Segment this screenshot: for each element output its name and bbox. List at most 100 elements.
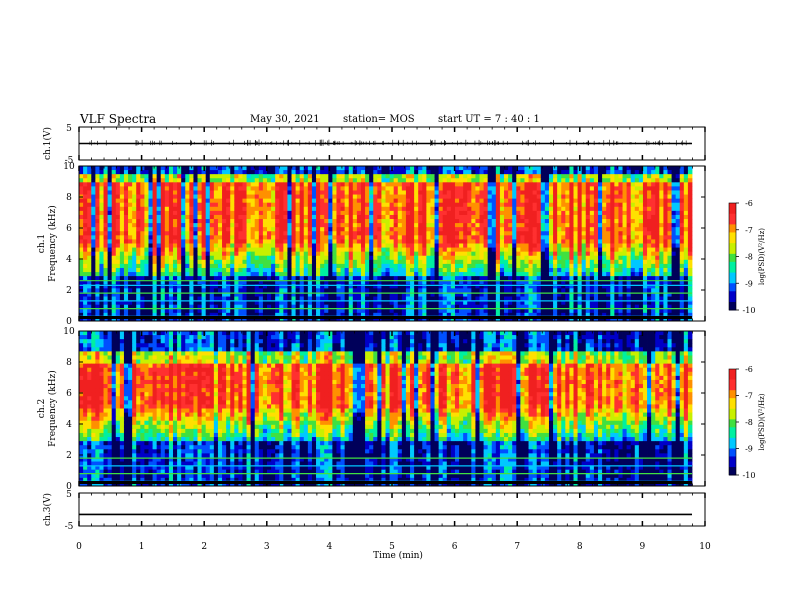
spectrogram-cell xyxy=(561,284,566,289)
spectrogram-cell xyxy=(234,186,239,191)
spectrogram-cell xyxy=(422,202,427,208)
spectrogram-cell xyxy=(581,247,587,253)
spectrogram-cell xyxy=(324,231,329,236)
spectrogram-cell xyxy=(655,182,660,187)
spectrogram-cell xyxy=(499,198,505,204)
spectrogram-cell xyxy=(569,267,574,273)
spectrogram-cell xyxy=(156,170,162,175)
spectrogram-cell xyxy=(234,280,239,285)
spectrogram-cell xyxy=(217,214,223,220)
spectrogram-cell xyxy=(499,292,505,297)
spectrogram-cell xyxy=(320,272,325,277)
spectrogram-cell xyxy=(111,210,117,216)
spectrogram-cell xyxy=(381,276,386,281)
spectrogram-cell xyxy=(512,288,517,293)
spectrogram-cell xyxy=(450,251,456,257)
spectrogram-cell xyxy=(577,251,583,257)
spectrogram-cell xyxy=(647,251,652,257)
spectrogram-cell xyxy=(250,280,256,285)
spectrogram-cell xyxy=(491,263,497,269)
spectrogram-cell xyxy=(561,292,566,297)
spectrogram-cell xyxy=(573,284,578,289)
spectrogram-cell xyxy=(459,182,464,187)
spectrogram-cell xyxy=(328,190,333,195)
spectrogram-cell xyxy=(95,276,100,281)
spectrogram-cell xyxy=(123,259,129,265)
spectrogram-cell xyxy=(369,223,374,228)
spectrogram-cell xyxy=(311,210,317,216)
spectrogram-cell xyxy=(242,288,247,293)
spectrogram-cell xyxy=(217,272,223,277)
spectrogram-cell xyxy=(516,182,521,187)
spectrogram-cell xyxy=(119,198,125,204)
spectrogram-cell xyxy=(679,190,685,195)
spectrogram-cell xyxy=(99,239,104,244)
spectrogram-cell xyxy=(168,272,174,277)
spectrogram-cell xyxy=(581,239,587,244)
spectrogram-cell xyxy=(181,194,186,200)
spectrogram-cell xyxy=(634,267,640,273)
spectrogram-cell xyxy=(581,292,587,297)
spectrogram-cell xyxy=(103,206,109,212)
spectrogram-cell xyxy=(504,166,509,171)
spectrogram-cell xyxy=(119,178,125,183)
spectrogram-cell xyxy=(136,251,141,257)
spectrogram-cell xyxy=(426,239,431,244)
spectrogram-cell xyxy=(659,263,664,269)
spectrogram-cell xyxy=(687,259,693,265)
spectrogram-cell xyxy=(283,243,288,248)
spectrogram-cell xyxy=(156,186,162,191)
spectrogram-cell xyxy=(332,247,337,253)
spectrogram-cell xyxy=(213,272,219,277)
spectrogram-cell xyxy=(557,231,562,236)
spectrogram-cell xyxy=(348,182,354,187)
spectrogram-cell xyxy=(414,263,419,269)
spectrogram-cell xyxy=(442,186,448,191)
spectrogram-cell xyxy=(193,239,198,244)
spectrogram-cell xyxy=(99,292,104,297)
spectrogram-cell xyxy=(463,182,468,187)
spectrogram-cell xyxy=(373,170,378,175)
spectrogram-cell xyxy=(128,194,133,200)
spectrogram-cell xyxy=(520,288,525,293)
spectrogram-cell xyxy=(630,186,636,191)
spectrogram-cell xyxy=(528,223,534,228)
spectrogram-cell xyxy=(679,288,685,293)
spectrogram-cell xyxy=(197,214,202,220)
spectrogram-cell xyxy=(356,284,362,289)
spectrogram-cell xyxy=(544,223,550,228)
spectrogram-cell xyxy=(442,267,448,273)
spectrogram-cell xyxy=(389,239,395,244)
spectrogram-cell xyxy=(160,227,166,232)
spectrogram-cell xyxy=(242,280,247,285)
spectrogram-cell xyxy=(471,198,476,204)
spectrogram-cell xyxy=(332,178,337,183)
spectrogram-cell xyxy=(164,284,170,289)
spectrogram-cell xyxy=(565,231,570,236)
spectrogram-cell xyxy=(246,284,252,289)
spectrogram-cell xyxy=(201,210,207,216)
spectrogram-cell xyxy=(201,263,207,269)
spectrogram-cell xyxy=(528,251,534,257)
spectrogram-cell xyxy=(128,259,133,265)
spectrogram-cell xyxy=(512,272,517,277)
spectrogram-cell xyxy=(381,186,386,191)
spectrogram-cell xyxy=(369,166,374,171)
spectrogram-cell xyxy=(614,202,619,208)
spectrogram-cell xyxy=(79,190,84,195)
spectrogram-cell xyxy=(348,288,354,293)
spectrogram-cell xyxy=(193,288,198,293)
spectrogram-cell xyxy=(569,178,574,183)
spectrogram-cell xyxy=(467,190,472,195)
spectrogram-cell xyxy=(168,255,174,261)
spectrogram-cell xyxy=(222,231,227,236)
spectrogram-cell xyxy=(393,267,399,273)
spectrogram-cell xyxy=(258,210,264,216)
spectrogram-cell xyxy=(95,280,100,285)
spectrogram-cell xyxy=(111,178,117,183)
spectrogram-cell xyxy=(324,255,329,261)
spectrogram-cell xyxy=(332,223,337,228)
spectrogram-cell xyxy=(508,243,513,248)
spectrogram-cell xyxy=(172,219,178,224)
spectrogram-cell xyxy=(626,267,632,273)
